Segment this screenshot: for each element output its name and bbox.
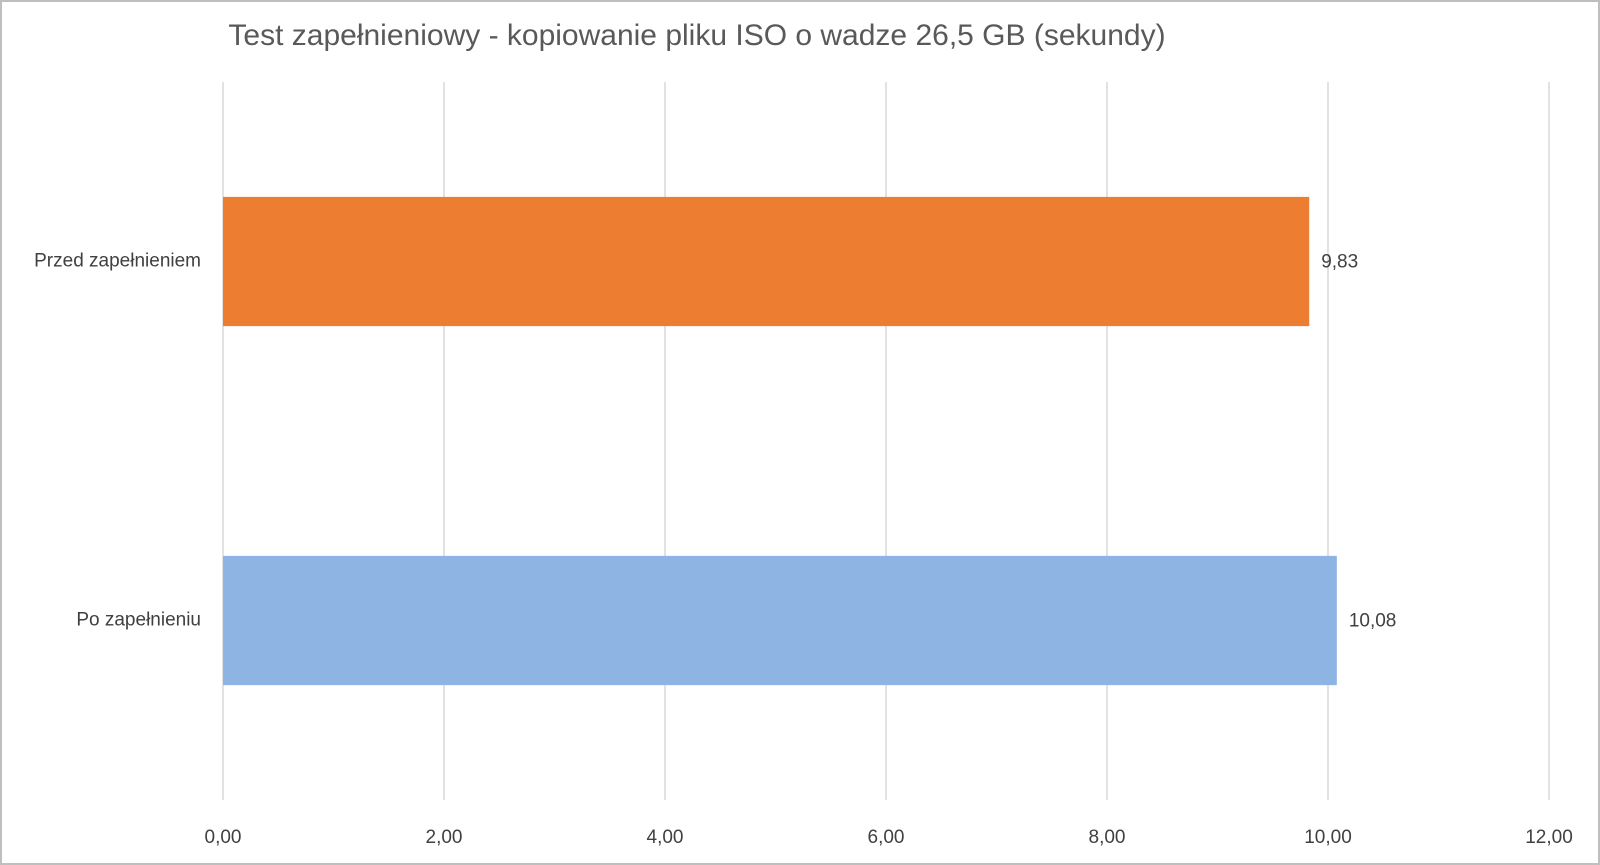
bar bbox=[223, 555, 1337, 686]
y-tick-label: Przed zapełnieniem bbox=[34, 251, 201, 272]
x-tick-label: 2,00 bbox=[426, 827, 463, 848]
x-tick-label: 12,00 bbox=[1525, 827, 1573, 848]
y-tick-label: Po zapełnieniu bbox=[76, 610, 201, 631]
x-tick-label: 8,00 bbox=[1089, 827, 1126, 848]
data-label: 9,83 bbox=[1321, 252, 1358, 273]
bar bbox=[223, 196, 1310, 327]
data-label: 10,08 bbox=[1349, 611, 1397, 632]
x-tick-label: 10,00 bbox=[1304, 827, 1352, 848]
x-tick-label: 0,00 bbox=[205, 827, 242, 848]
chart-title: Test zapełnieniowy - kopiowanie pliku IS… bbox=[228, 19, 1165, 52]
x-tick-label: 6,00 bbox=[868, 827, 905, 848]
x-tick-label: 4,00 bbox=[647, 827, 684, 848]
